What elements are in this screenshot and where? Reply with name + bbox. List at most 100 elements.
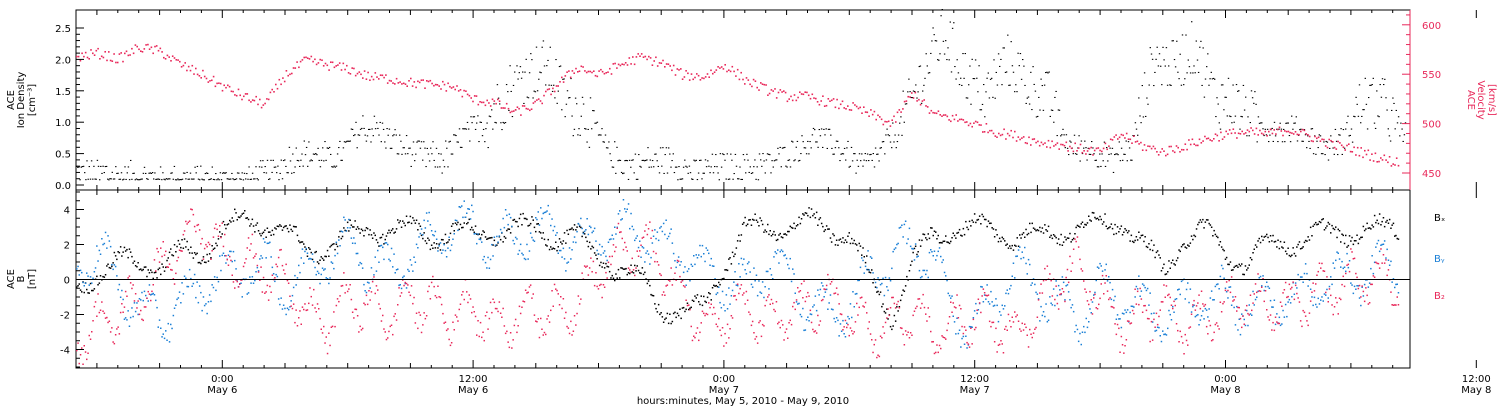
bx-point (646, 282, 649, 285)
density-point (215, 173, 217, 175)
bx-point (1257, 240, 1259, 242)
bz-point (1148, 318, 1150, 320)
bz-point (1074, 238, 1076, 240)
bx-point (1381, 220, 1383, 223)
velocity-point (692, 78, 694, 81)
density-point (861, 153, 863, 155)
velocity-point (171, 55, 174, 57)
bx-point (575, 229, 577, 231)
by-point (1072, 310, 1075, 313)
density-point (737, 178, 739, 180)
bx-point (291, 230, 294, 232)
density-point (935, 40, 938, 42)
velocity-point (1133, 135, 1135, 137)
bx-point (1309, 226, 1312, 229)
velocity-point (1042, 143, 1044, 146)
bx-point (487, 237, 489, 240)
bx-point (630, 264, 632, 266)
by-point (484, 261, 487, 264)
bx-point (272, 233, 275, 236)
density-point (580, 115, 582, 117)
bx-point (91, 289, 93, 292)
density-point (354, 134, 356, 136)
bx-point (759, 217, 761, 219)
bz-point (321, 332, 324, 334)
bx-point (1060, 233, 1062, 236)
bx-point (828, 228, 830, 230)
velocity-point (523, 105, 526, 107)
by-point (131, 307, 133, 309)
bx-point (1297, 243, 1299, 246)
density-point (233, 179, 235, 181)
bx-point (1032, 227, 1035, 229)
velocity-point (1141, 149, 1144, 151)
bx-point (454, 222, 457, 224)
bz-point (472, 306, 474, 308)
velocity-point (752, 78, 755, 81)
velocity-point (239, 94, 241, 97)
density-point (605, 147, 608, 149)
bx-point (593, 252, 596, 254)
velocity-point (545, 90, 547, 93)
density-point (604, 134, 607, 136)
velocity-point (1244, 132, 1247, 134)
bz-point (1228, 279, 1230, 282)
bx-point (353, 226, 355, 228)
bz-point (217, 235, 220, 237)
bx-point (524, 217, 527, 220)
density-point (1128, 147, 1131, 149)
bx-point (252, 225, 255, 227)
by-point (966, 347, 968, 349)
by-point (693, 255, 695, 257)
velocity-point (953, 118, 956, 121)
bz-point (622, 248, 625, 251)
bx-point (1079, 226, 1081, 228)
density-point (431, 153, 433, 155)
density-point (349, 140, 351, 142)
bx-point (1111, 227, 1114, 230)
density-point (1199, 46, 1201, 48)
by-point (921, 275, 923, 278)
velocity-point (83, 55, 85, 58)
bz-point (833, 292, 835, 295)
density-point (1101, 153, 1103, 155)
density-point (1246, 135, 1248, 137)
bz-point (93, 305, 96, 308)
density-point (348, 140, 350, 142)
bx-point (550, 246, 552, 248)
density-point (681, 178, 684, 180)
bx-point (1361, 236, 1363, 238)
bz-point (802, 297, 804, 299)
bz-point (1139, 287, 1141, 290)
by-point (1318, 303, 1321, 305)
density-point (1079, 160, 1081, 162)
density-point (940, 15, 942, 17)
by-point (358, 264, 360, 266)
velocity-point (118, 53, 121, 55)
by-point (810, 313, 813, 316)
velocity-point (1296, 133, 1299, 136)
bx-point (1130, 234, 1133, 237)
bz-point (588, 267, 591, 269)
bx-point (370, 234, 373, 236)
bx-point (103, 276, 106, 278)
density-point (825, 128, 827, 130)
bz-point (840, 313, 843, 316)
density-point (570, 78, 572, 80)
bz-point (1264, 290, 1267, 292)
by-point (1257, 290, 1259, 293)
by-point (142, 299, 144, 302)
velocity-point (1140, 141, 1142, 144)
bz-point (303, 308, 305, 311)
bz-point (1179, 330, 1181, 333)
density-point (1110, 153, 1112, 155)
density-point (1265, 134, 1268, 136)
bz-point (640, 244, 642, 246)
density-point (1342, 129, 1345, 131)
bz-point (1276, 321, 1278, 323)
by-point (773, 256, 775, 258)
bottom-panel-data (76, 199, 1400, 365)
velocity-point (367, 71, 369, 74)
velocity-point (630, 63, 632, 65)
